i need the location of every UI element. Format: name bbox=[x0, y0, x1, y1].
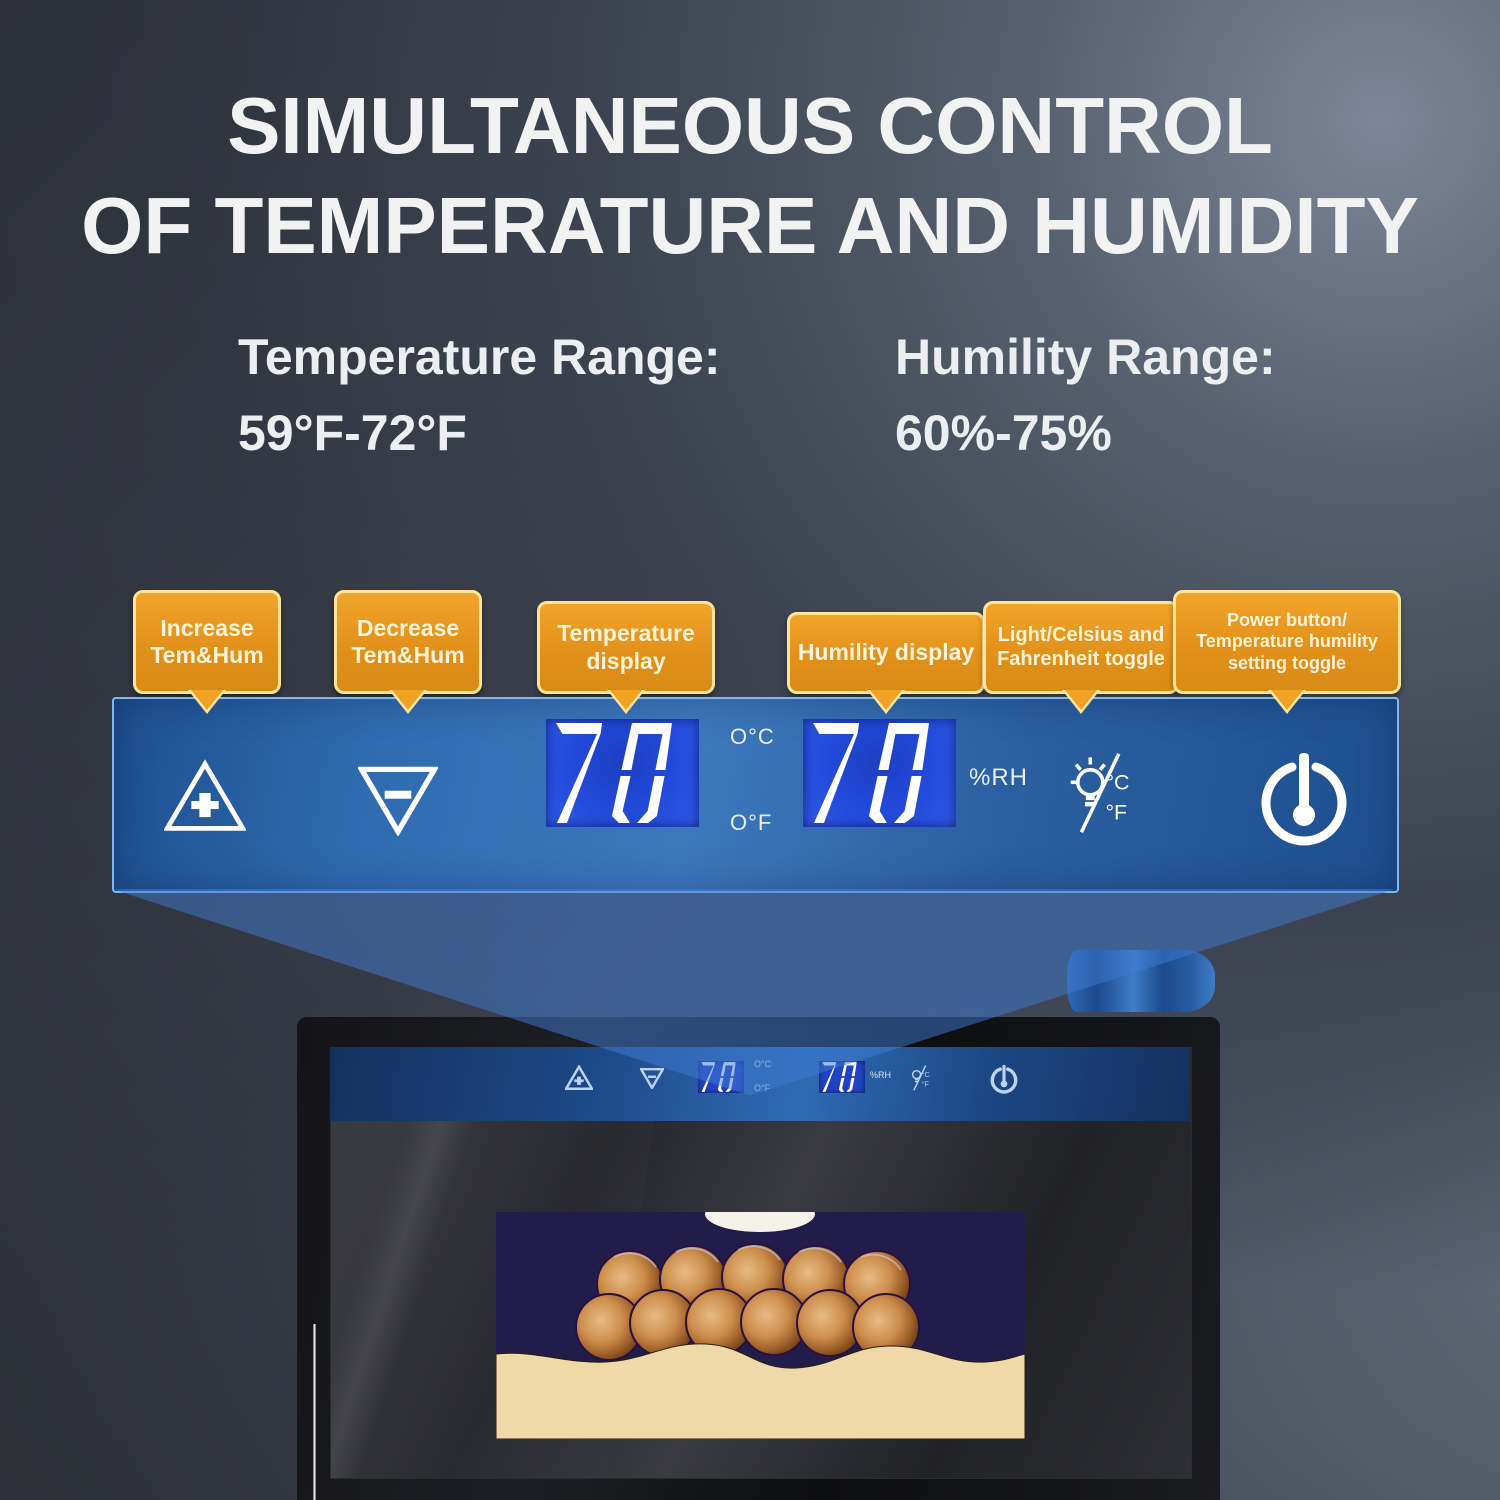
svg-text:°F: °F bbox=[1105, 801, 1127, 825]
svg-text:°C: °C bbox=[1105, 770, 1129, 794]
